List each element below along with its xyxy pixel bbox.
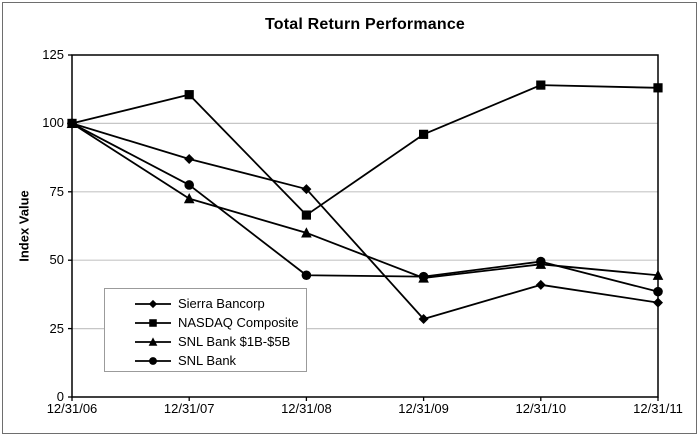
series-line-snl-bank-1b-5b [71,122,659,279]
x-tick-label-12-31-08: 12/31/08 [281,401,332,416]
legend-item-snl-bank: SNL Bank [135,351,306,370]
y-tick-label-50: 50 [49,252,64,268]
triangle-marker [301,227,312,238]
diamond-marker [418,314,429,325]
circle-marker [301,270,312,281]
square-marker [301,210,311,220]
square-legend-sample [135,318,171,327]
x-tick-label-12-31-11: 12/31/11 [633,401,683,416]
series-nasdaq-composite [67,80,663,220]
circle-marker [184,180,194,190]
circle-marker [149,356,157,365]
triangle-legend-sample [135,336,171,346]
legend-label-nasdaq-composite: NASDAQ Composite [178,315,299,330]
x-tick-label-12-31-09: 12/31/09 [398,401,449,416]
square-marker [536,80,546,90]
diamond-marker [148,299,158,308]
diamond-marker [301,184,312,195]
square-marker [419,129,429,139]
diamond-marker [653,297,663,308]
diamond-legend-sample [135,299,171,308]
circle-marker [418,271,429,282]
x-tick-label-12-31-06: 12/31/06 [46,401,98,416]
x-tick-label-12-31-10: 12/31/10 [515,401,567,416]
y-tick-label-0: 0 [56,389,64,404]
legend-label-snl-bank-1b-5b: SNL Bank $1B-$5B [178,334,291,349]
triangle-marker [183,193,195,204]
series-snl-bank-1b-5b [66,117,664,283]
y-tick-label-25: 25 [49,320,64,336]
plot-border [71,54,659,398]
circle-marker [653,286,663,297]
triangle-marker [148,336,158,346]
triangle-marker [652,269,664,280]
square-marker [149,318,157,327]
series-line-sierra-bancorp [71,122,659,320]
diamond-marker [184,153,195,164]
y-tick-label-125: 125 [42,47,64,62]
legend-item-sierra-bancorp: Sierra Bancorp [135,294,306,313]
circle-marker [67,118,77,129]
legend: Sierra Bancorp NASDAQ Composite SNL Bank $… [104,288,307,372]
series-line-nasdaq-composite [71,84,659,216]
series-snl-bank [67,118,663,297]
chart-title: Total Return Performance [264,16,466,33]
square-marker [653,83,663,93]
legend-item-snl-bank-1b-5b: SNL Bank $1B-$5B [135,332,306,351]
circle-legend-sample [135,356,171,365]
x-tick-label-12-31-07: 12/31/07 [163,401,215,416]
legend-label-snl-bank: SNL Bank [178,353,237,368]
legend-item-nasdaq-composite: NASDAQ Composite [135,313,306,332]
y-tick-label-100: 100 [42,115,64,131]
circle-marker [536,256,546,267]
legend-label-sierra-bancorp: Sierra Bancorp [178,296,265,311]
diamond-marker [535,279,546,290]
series-line-snl-bank [71,122,659,293]
y-tick-label-75: 75 [49,183,64,199]
square-marker [184,90,194,100]
